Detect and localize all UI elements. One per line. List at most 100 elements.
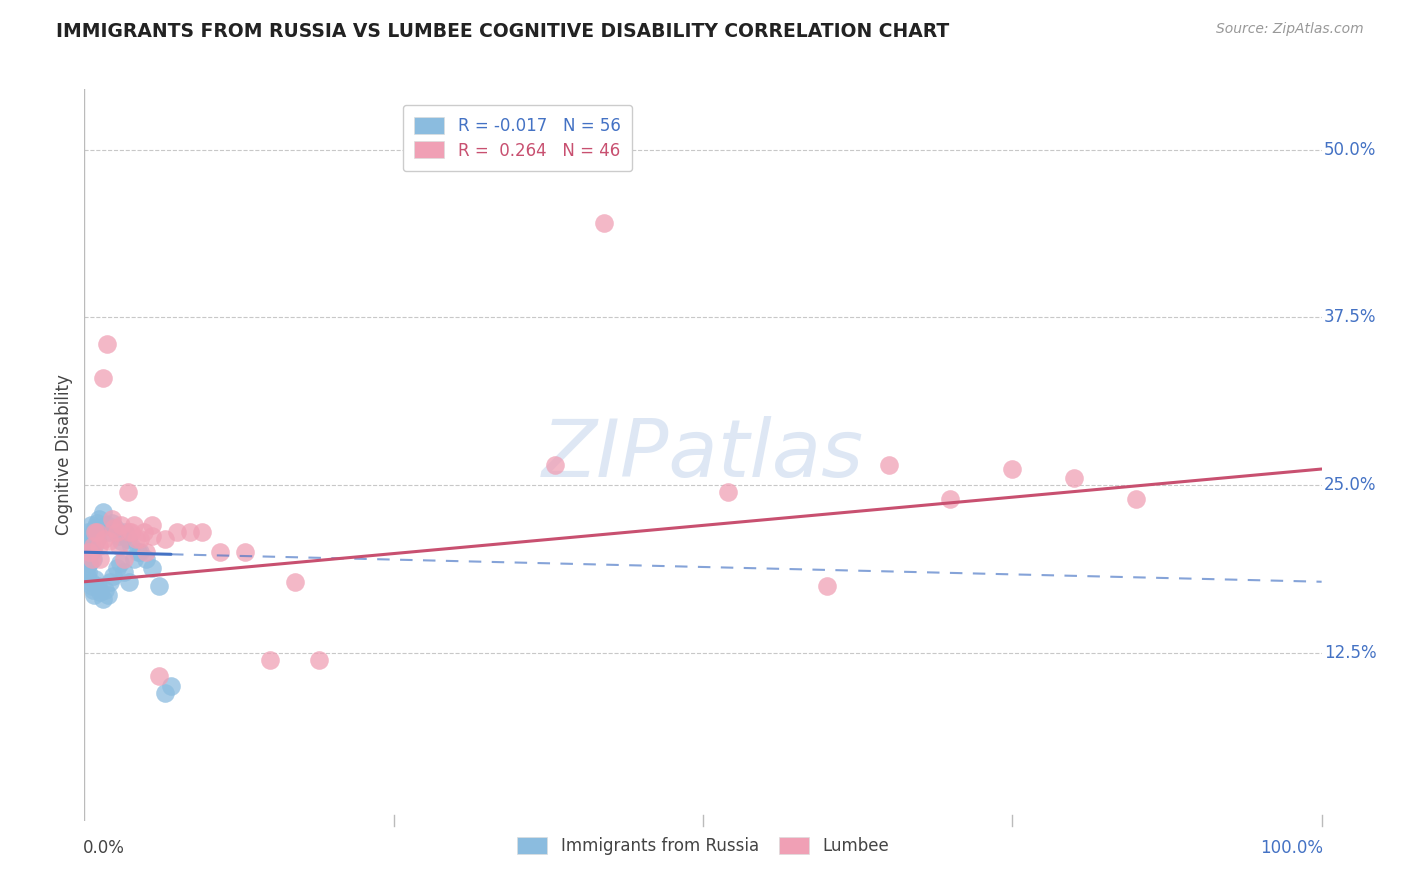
Point: [153, 532, 176, 546]
Point: [89, 539, 111, 553]
Point: [259, 652, 281, 666]
Point: [114, 525, 136, 540]
Point: [284, 574, 307, 589]
Point: [79, 518, 101, 533]
Point: [120, 539, 142, 553]
Point: [120, 525, 142, 540]
Point: [91, 370, 114, 384]
Point: [86, 516, 108, 530]
Point: [79, 545, 101, 559]
Point: [79, 556, 101, 570]
Point: [91, 505, 114, 519]
Point: [83, 524, 105, 538]
Point: [125, 532, 148, 546]
Text: 50.0%: 50.0%: [1324, 141, 1376, 159]
Point: [89, 521, 111, 535]
Point: [148, 669, 170, 683]
Point: [1001, 462, 1024, 476]
Point: [166, 525, 188, 540]
Y-axis label: Cognitive Disability: Cognitive Disability: [55, 375, 73, 535]
Point: [1125, 491, 1147, 506]
Point: [77, 525, 100, 540]
Point: [1063, 471, 1085, 485]
Point: [112, 566, 135, 580]
Point: [98, 574, 121, 589]
Text: 100.0%: 100.0%: [1260, 838, 1323, 857]
Point: [141, 518, 163, 533]
Point: [82, 532, 104, 546]
Point: [96, 518, 118, 533]
Point: [79, 574, 101, 589]
Point: [93, 532, 115, 546]
Text: 25.0%: 25.0%: [1324, 476, 1376, 494]
Point: [80, 529, 103, 543]
Point: [117, 532, 139, 546]
Point: [82, 539, 104, 553]
Point: [543, 458, 565, 472]
Point: [103, 521, 125, 535]
Point: [86, 525, 108, 540]
Point: [89, 552, 111, 566]
Point: [79, 556, 101, 570]
Point: [80, 542, 103, 557]
Point: [108, 539, 131, 553]
Point: [108, 529, 131, 543]
Point: [118, 525, 141, 540]
Point: [82, 552, 104, 566]
Point: [100, 511, 122, 525]
Point: [132, 525, 155, 540]
Point: [112, 552, 135, 566]
Point: [153, 686, 176, 700]
Point: [75, 561, 97, 575]
Text: 37.5%: 37.5%: [1324, 309, 1376, 326]
Text: IMMIGRANTS FROM RUSSIA VS LUMBEE COGNITIVE DISABILITY CORRELATION CHART: IMMIGRANTS FROM RUSSIA VS LUMBEE COGNITI…: [56, 22, 949, 41]
Point: [110, 556, 132, 570]
Point: [89, 511, 111, 525]
Point: [98, 525, 121, 540]
Point: [76, 539, 98, 553]
Point: [83, 588, 105, 602]
Point: [939, 491, 962, 506]
Point: [100, 516, 122, 530]
Point: [160, 680, 183, 694]
Point: [84, 572, 107, 586]
Point: [97, 588, 120, 602]
Text: 0.0%: 0.0%: [83, 838, 125, 857]
Point: [179, 525, 201, 540]
Point: [209, 545, 232, 559]
Point: [80, 579, 103, 593]
Point: [101, 569, 124, 583]
Point: [105, 525, 128, 540]
Point: [96, 337, 118, 351]
Point: [117, 484, 139, 499]
Point: [79, 545, 101, 559]
Point: [141, 561, 163, 575]
Point: [79, 534, 101, 549]
Point: [104, 521, 127, 535]
Point: [77, 566, 100, 580]
Point: [89, 585, 111, 599]
Text: ZIPatlas: ZIPatlas: [541, 416, 865, 494]
Point: [129, 545, 152, 559]
Point: [80, 552, 103, 566]
Point: [135, 545, 157, 559]
Point: [308, 652, 330, 666]
Point: [233, 545, 256, 559]
Point: [105, 561, 128, 575]
Text: 12.5%: 12.5%: [1324, 644, 1376, 662]
Point: [94, 582, 117, 597]
Point: [118, 574, 141, 589]
Point: [110, 518, 132, 533]
Point: [191, 525, 214, 540]
Point: [135, 552, 157, 566]
Point: [129, 532, 152, 546]
Point: [122, 518, 145, 533]
Point: [593, 216, 616, 230]
Text: Source: ZipAtlas.com: Source: ZipAtlas.com: [1216, 22, 1364, 37]
Point: [86, 532, 108, 546]
Point: [815, 579, 838, 593]
Point: [127, 545, 149, 559]
Point: [84, 521, 107, 535]
Point: [87, 579, 110, 593]
Point: [77, 548, 100, 562]
